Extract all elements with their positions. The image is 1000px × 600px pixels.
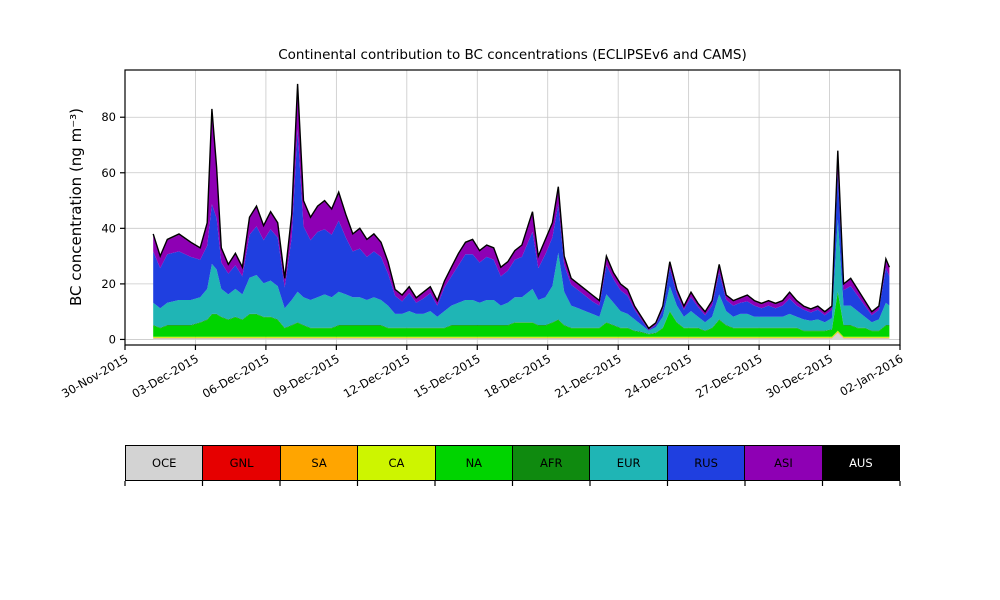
x-tick-label: 03-Dec-2015 [129,351,200,400]
x-tick-label: 24-Dec-2015 [623,351,694,400]
y-tick-label: 80 [101,110,116,124]
legend-label: RUS [694,456,718,470]
legend-cell-ASI: ASI [744,445,823,481]
legend-cell-RUS: RUS [666,445,746,481]
y-tick-label: 20 [101,277,116,291]
legend-cell-OCE: OCE [125,445,204,481]
y-tick-label: 0 [109,332,116,346]
area-series-OCE [153,332,890,340]
x-tick-label: 30-Dec-2015 [764,351,835,400]
legend: OCE GNL SA CA NA AFR EUR RUS ASI AUS [125,445,901,481]
area-series-NA [153,291,890,337]
legend-cell-EUR: EUR [589,445,668,481]
legend-label: NA [465,456,483,470]
legend-cell-GNL: GNL [202,445,281,481]
x-tick-label: 09-Dec-2015 [270,351,341,400]
legend-label: ASI [774,456,793,470]
stack-top-outline [152,83,891,330]
y-tick-label: 40 [101,221,116,235]
legend-label: OCE [152,456,177,470]
x-tick-label: 12-Dec-2015 [341,351,412,400]
x-tick-label: 02-Jan-2016 [837,351,905,398]
x-tick-label: 06-Dec-2015 [200,351,271,400]
area-series-CA [153,330,890,338]
chart-title: Continental contribution to BC concentra… [278,47,747,63]
legend-label: AFR [539,456,563,470]
x-tick-label: 27-Dec-2015 [693,351,764,400]
legend-cell-NA: NA [434,445,514,481]
legend-cell-CA: CA [357,445,436,481]
x-tick-label: 30-Nov-2015 [59,351,130,400]
y-tick-label: 60 [101,166,116,180]
legend-label: EUR [616,456,641,470]
area-series-RUS [153,129,890,331]
plot-area: 0 20 40 60 80 30-Nov-201503-Dec-201506-Dec-20… [59,69,906,401]
axes-spines [124,69,901,346]
legend-label: AUS [849,456,873,470]
x-tick-label: 15-Dec-2015 [411,351,482,400]
legend-label: SA [311,456,327,470]
area-series-EUR [153,219,890,334]
x-tick-label: 18-Dec-2015 [482,351,553,400]
legend-cell-AUS: AUS [821,445,901,481]
x-tick-label: 21-Dec-2015 [552,351,623,400]
legend-label: GNL [229,456,254,470]
legend-cell-AFR: AFR [512,445,591,481]
legend-label: CA [388,456,405,470]
legend-cell-SA: SA [279,445,359,481]
legend-axis-ticks [124,481,901,486]
